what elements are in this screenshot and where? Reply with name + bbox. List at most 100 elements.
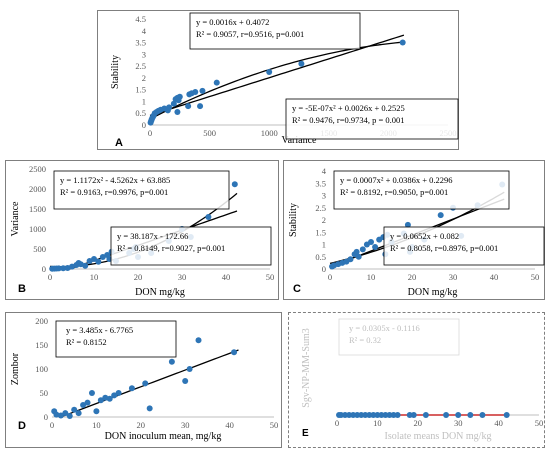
y-tick-label: 3 [142,49,146,59]
x-tick-label: 50 [535,418,544,428]
x-tick-label: 30 [454,418,463,428]
y-tick-label: 0 [142,120,146,130]
x-tick-label: 50 [531,272,540,282]
equation-text: y = -5E-07x² + 0.0026x + 0.2525 [292,103,405,113]
data-point [66,413,73,420]
panel-letter-e: E [302,428,309,439]
trendline-1 [60,349,239,418]
y-tick-label: 2.5 [135,61,146,71]
data-point [166,104,173,111]
x-tick-label: 30 [181,420,190,430]
data-point [355,253,362,260]
data-point [97,397,104,404]
panel-letter-a: A [115,137,123,149]
y-tick-label: 4 [142,26,147,36]
x-tick-label: 10 [367,272,376,282]
equation-box [55,320,177,358]
y-tick-label: 3.5 [315,178,326,188]
x-tick-label: 1000 [261,128,278,138]
panel-e: 0 10 20 30 40 50 Isolate means DON mg/kg Sgv-NP… [288,312,545,448]
x-tick-label: 10 [373,418,382,428]
data-point [347,256,354,263]
data-point [185,103,192,110]
data-point [231,181,238,188]
data-point [353,248,360,255]
y-axis-label: Sgv-NP-MM-Sum3 [301,328,312,407]
data-point [195,337,202,344]
data-point [404,221,411,228]
data-point [95,258,102,265]
equation-text: y = 0.0305x - 0.1116 [349,323,420,333]
data-point [359,246,366,253]
y-tick-label: 150 [35,340,48,350]
x-tick-label: 10 [90,272,99,282]
equation-box [53,170,230,210]
data-point [182,378,189,384]
x-axis-label: Variance [282,135,318,146]
y-tick-label: 50 [40,388,49,398]
equation-box [333,170,510,210]
y-tick-label: 0 [44,412,48,422]
data-point [93,408,100,415]
panel-letter-d: D [18,420,26,432]
y-tick-label: 2.5 [315,203,326,213]
x-tick-label: 0 [48,272,52,282]
equation-text: R² = 0.9057, r=0.9516, p=0.001 [196,29,304,39]
data-point [88,390,95,396]
data-point [186,366,193,372]
data-point [197,103,204,110]
data-point [82,262,89,269]
y-tick-label: 0 [322,264,326,274]
x-axis-label: DON mg/kg [135,287,185,298]
x-tick-label: 50 [266,272,275,282]
data-point [111,392,118,399]
y-tick-label: 1.5 [315,227,326,237]
y-tick-label: 3.5 [135,38,146,48]
x-tick-label: 0 [50,420,54,430]
chart-a-svg: 0500100015002000250000.511.522.533.544.5… [110,12,459,146]
panel-letter-c: C [293,283,301,295]
data-point [62,410,69,417]
equation-text: R² = 0.8152 [66,337,107,347]
data-point [106,395,113,402]
equation-box [189,12,361,50]
data-point [75,410,82,417]
data-point [71,406,78,413]
y-axis-label: Variance [10,201,21,237]
x-tick-label: 40 [490,272,499,282]
data-point [174,109,181,116]
y-tick-label: 2 [142,73,146,83]
equation-text: R² = 0.8058, r=0.8976, p=0.001 [390,243,498,253]
data-point [55,265,62,272]
x-tick-label: 50 [270,420,279,430]
equation-text: R² = 0.8149, r=0.9027, p=0.001 [117,243,225,253]
data-point [231,349,238,356]
equation-box [110,226,272,266]
panel-a: 0500100015002000250000.511.522.533.544.5… [97,10,459,150]
equation-text: y = 0.0652x + 0.082 [390,231,459,241]
equation-text: R² = 0.9476, r=0.9734, p = 0.001 [292,115,405,125]
y-axis-label: Zombor [10,352,21,385]
y-tick-label: 0.5 [135,108,146,118]
x-tick-label: 10 [92,420,101,430]
chart-e-svg: 0 10 20 30 40 50 Isolate means DON mg/kg Sgv-NP… [301,318,544,442]
data-point [199,87,206,94]
data-point [168,358,175,365]
panel-b: 0 10 20 30 40 50 0 500 1000 1500 2000 2500 DON mg/kg… [5,160,279,300]
data-point [142,380,149,387]
data-point [479,412,486,418]
x-tick-label: 0 [328,272,332,282]
equation-box [383,226,545,266]
equation-text: y = 0.0016x + 0.4072 [196,17,269,27]
y-tick-label: 0 [42,264,46,274]
y-tick-label: 0.5 [315,252,326,262]
equation-box [338,318,460,356]
equation-text: y = 0.0007x² + 0.0386x + 0.2296 [340,175,453,185]
data-point [205,214,212,220]
y-tick-label: 4.5 [135,14,146,24]
panel-c: 0 10 20 30 40 50 0 0.5 1 1.5 2 2.5 3 3.5 4 DON mg/kg Sta… [283,160,545,300]
panel-d: 0 10 20 30 40 50 0 50 100 150 200 DON inoculum mean… [5,312,282,448]
data-point [410,412,417,418]
